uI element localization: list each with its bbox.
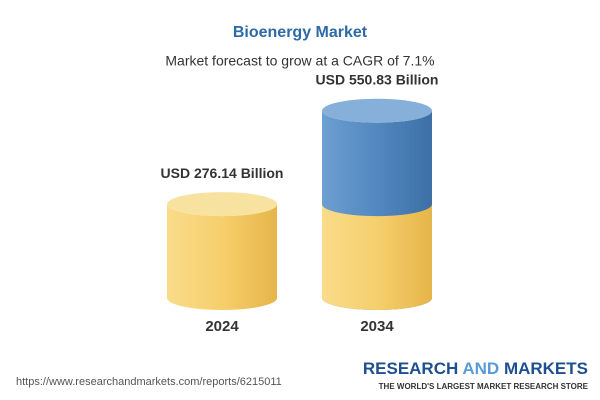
logo-word: RESEARCH xyxy=(363,359,458,378)
cylinder-top xyxy=(322,98,432,123)
cylinder-base xyxy=(322,204,432,310)
logo-word: AND xyxy=(462,359,499,378)
source-url: https://www.researchandmarkets.com/repor… xyxy=(16,376,282,388)
cylinder xyxy=(167,192,277,310)
logo: RESEARCH AND MARKETS xyxy=(363,359,588,378)
value-label: USD 276.14 Billion xyxy=(161,165,284,181)
x-tick-label: 2024 xyxy=(205,318,239,335)
cylinder-top xyxy=(167,192,277,217)
logo-word: MARKETS xyxy=(504,359,588,378)
cylinder-body xyxy=(167,204,277,310)
x-tick-label: 2034 xyxy=(360,318,394,335)
logo-tagline: THE WORLD'S LARGEST MARKET RESEARCH STOR… xyxy=(379,382,589,391)
chart-subtitle: Market forecast to grow at a CAGR of 7.1… xyxy=(165,53,434,69)
chart-title: Bioenergy Market xyxy=(233,24,368,41)
value-label: USD 550.83 Billion xyxy=(316,71,439,87)
